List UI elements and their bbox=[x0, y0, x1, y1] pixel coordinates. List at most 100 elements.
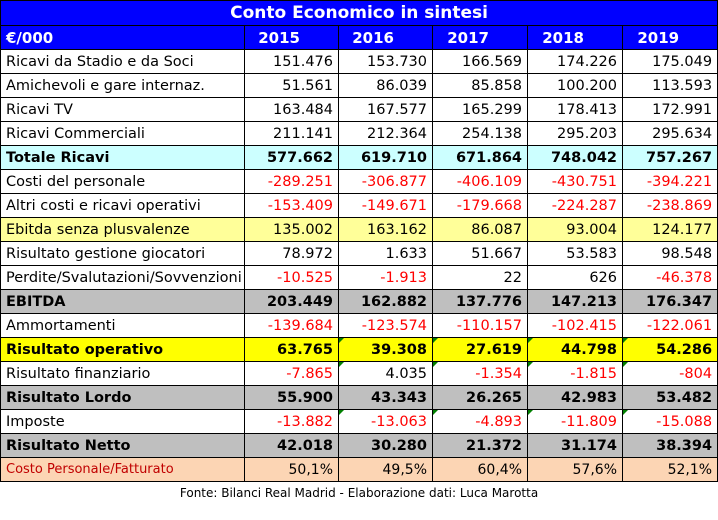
value-cell: 51.561 bbox=[244, 73, 339, 98]
value-cell: 93.004 bbox=[527, 217, 623, 242]
value-cell: 619.710 bbox=[338, 145, 433, 170]
value-cell: -430.751 bbox=[527, 169, 623, 194]
value-cell: 43.343 bbox=[338, 385, 433, 410]
value-cell: 748.042 bbox=[527, 145, 623, 170]
year-header: 2019 bbox=[621, 25, 718, 50]
value-cell: -238.869 bbox=[621, 193, 718, 218]
table-row: Ricavi TV 163.484 167.577 165.299 178.413 172… bbox=[0, 97, 718, 122]
value-cell: 30.280 bbox=[338, 433, 433, 458]
row-label: Imposte bbox=[0, 409, 245, 434]
source-row: Fonte: Bilanci Real Madrid - Elaborazion… bbox=[1, 482, 718, 505]
value-cell: 52,1% bbox=[621, 457, 718, 482]
value-cell: 60,4% bbox=[432, 457, 528, 482]
value-cell: -306.877 bbox=[338, 169, 433, 194]
row-label: Ricavi Commerciali bbox=[0, 121, 245, 146]
table-row: Ricavi Commerciali 211.141 212.364 254.138 2… bbox=[0, 121, 718, 146]
value-cell: -123.574 bbox=[338, 313, 433, 338]
value-cell: -11.809 bbox=[527, 409, 623, 434]
year-header: 2015 bbox=[244, 25, 339, 50]
value-cell: 254.138 bbox=[432, 121, 528, 146]
value-cell: -102.415 bbox=[527, 313, 623, 338]
table-row: Costo Personale/Fatturato 50,1% 49,5% 60,4%… bbox=[0, 457, 718, 482]
value-cell: 42.018 bbox=[244, 433, 339, 458]
value-cell: 174.226 bbox=[527, 49, 623, 74]
value-cell: 295.634 bbox=[621, 121, 718, 146]
row-label: Totale Ricavi bbox=[0, 145, 245, 170]
value-cell: 78.972 bbox=[244, 241, 339, 266]
value-cell: 50,1% bbox=[244, 457, 339, 482]
value-cell: 22 bbox=[432, 265, 528, 290]
value-cell: 671.864 bbox=[432, 145, 528, 170]
value-cell: 153.730 bbox=[338, 49, 433, 74]
value-cell: 1.633 bbox=[338, 241, 433, 266]
year-header: 2018 bbox=[527, 25, 623, 50]
value-cell: 178.413 bbox=[527, 97, 623, 122]
value-cell: 162.882 bbox=[338, 289, 433, 314]
value-cell: 51.667 bbox=[432, 241, 528, 266]
value-cell: 39.308 bbox=[338, 337, 433, 362]
row-label: Ricavi TV bbox=[0, 97, 245, 122]
value-cell: 124.177 bbox=[621, 217, 718, 242]
value-cell: 163.484 bbox=[244, 97, 339, 122]
table-row: EBITDA 203.449 162.882 137.776 147.213 176.34… bbox=[0, 289, 718, 314]
row-label: Ammortamenti bbox=[0, 313, 245, 338]
table-row: Risultato Lordo 55.900 43.343 26.265 42.983 5… bbox=[0, 385, 718, 410]
table-row: Ebitda senza plusvalenze 135.002 163.162 86… bbox=[0, 217, 718, 242]
value-cell: -110.157 bbox=[432, 313, 528, 338]
value-cell: 55.900 bbox=[244, 385, 339, 410]
row-label: Altri costi e ricavi operativi bbox=[0, 193, 245, 218]
value-cell: -1.815 bbox=[527, 361, 623, 386]
table-title: Conto Economico in sintesi bbox=[0, 0, 718, 26]
value-cell: 85.858 bbox=[432, 73, 528, 98]
value-cell: -10.525 bbox=[244, 265, 339, 290]
value-cell: 137.776 bbox=[432, 289, 528, 314]
table-row: Ricavi da Stadio e da Soci 151.476 153.730… bbox=[0, 49, 718, 74]
table-row: Imposte -13.882 -13.063 -4.893 -11.809 -15.08… bbox=[0, 409, 718, 434]
value-cell: -1.354 bbox=[432, 361, 528, 386]
value-cell: -15.088 bbox=[621, 409, 718, 434]
value-cell: -4.893 bbox=[432, 409, 528, 434]
value-cell: -13.063 bbox=[338, 409, 433, 434]
value-cell: 100.200 bbox=[527, 73, 623, 98]
value-cell: -406.109 bbox=[432, 169, 528, 194]
value-cell: 31.174 bbox=[527, 433, 623, 458]
value-cell: 57,6% bbox=[527, 457, 623, 482]
value-cell: 135.002 bbox=[244, 217, 339, 242]
value-cell: -153.409 bbox=[244, 193, 339, 218]
row-label: Ricavi da Stadio e da Soci bbox=[0, 49, 245, 74]
value-cell: 172.991 bbox=[621, 97, 718, 122]
row-label: Risultato Lordo bbox=[0, 385, 245, 410]
value-cell: 53.482 bbox=[621, 385, 718, 410]
value-cell: 577.662 bbox=[244, 145, 339, 170]
value-cell: 203.449 bbox=[244, 289, 339, 314]
table-row: Ammortamenti -139.684 -123.574 -110.157 -102… bbox=[0, 313, 718, 338]
table-row: Costi del personale -289.251 -306.877 -406.… bbox=[0, 169, 718, 194]
value-cell: 49,5% bbox=[338, 457, 433, 482]
row-label: Risultato operativo bbox=[0, 337, 245, 362]
year-header: 2016 bbox=[338, 25, 433, 50]
table-row: Risultato finanziario -7.865 4.035 -1.354 -1… bbox=[0, 361, 718, 386]
year-header: 2017 bbox=[432, 25, 528, 50]
value-cell: -289.251 bbox=[244, 169, 339, 194]
row-label: Perdite/Svalutazioni/Sovvenzioni bbox=[0, 265, 245, 290]
value-cell: 86.039 bbox=[338, 73, 433, 98]
value-cell: -179.668 bbox=[432, 193, 528, 218]
value-cell: 151.476 bbox=[244, 49, 339, 74]
value-cell: 167.577 bbox=[338, 97, 433, 122]
value-cell: -224.287 bbox=[527, 193, 623, 218]
value-cell: 626 bbox=[527, 265, 623, 290]
value-cell: 4.035 bbox=[338, 361, 433, 386]
value-cell: 63.765 bbox=[244, 337, 339, 362]
value-cell: 212.364 bbox=[338, 121, 433, 146]
table-row: Altri costi e ricavi operativi -153.409 -1… bbox=[0, 193, 718, 218]
value-cell: -1.913 bbox=[338, 265, 433, 290]
table-row: Totale Ricavi 577.662 619.710 671.864 748.04… bbox=[0, 145, 718, 170]
value-cell: 53.583 bbox=[527, 241, 623, 266]
value-cell: 163.162 bbox=[338, 217, 433, 242]
row-label: Ebitda senza plusvalenze bbox=[0, 217, 245, 242]
income-statement-table: Conto Economico in sintesi €/000 2015 20… bbox=[0, 0, 718, 505]
value-cell: 38.394 bbox=[621, 433, 718, 458]
value-cell: -804 bbox=[621, 361, 718, 386]
table-row: Risultato Netto 42.018 30.280 21.372 31.174 3… bbox=[0, 433, 718, 458]
